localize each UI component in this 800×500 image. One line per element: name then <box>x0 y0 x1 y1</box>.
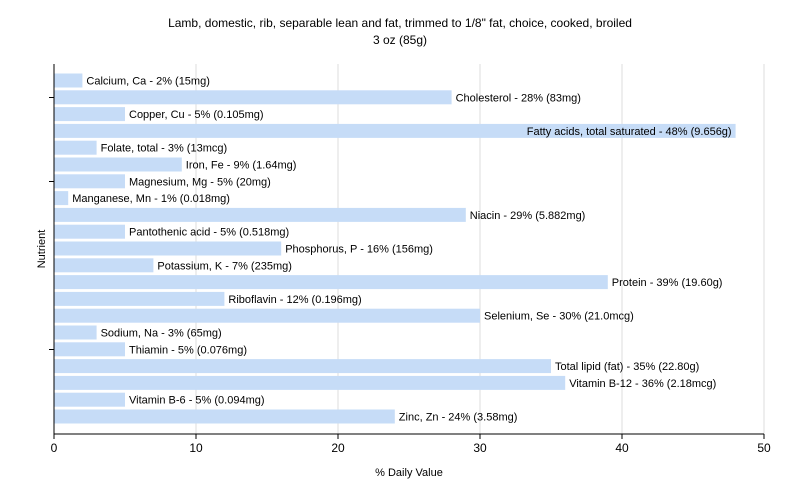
bar-label: Riboflavin - 12% (0.196mg) <box>228 294 361 306</box>
bar-label: Vitamin B-6 - 5% (0.094mg) <box>129 395 265 407</box>
bar-label: Iron, Fe - 9% (1.64mg) <box>186 160 297 172</box>
bar-label: Potassium, K - 7% (235mg) <box>157 260 292 272</box>
bar <box>54 73 83 88</box>
bar <box>54 224 125 239</box>
bar <box>54 174 125 189</box>
bar <box>54 375 566 390</box>
bar-label: Manganese, Mn - 1% (0.018mg) <box>72 193 230 205</box>
bar-label: Calcium, Ca - 2% (15mg) <box>86 76 209 88</box>
x-tick-label: 30 <box>473 441 487 455</box>
bar-label: Folate, total - 3% (13mcg) <box>101 143 228 155</box>
bar-label: Selenium, Se - 30% (21.0mcg) <box>484 311 634 323</box>
bar-label: Phosphorus, P - 16% (156mg) <box>285 244 433 256</box>
bar-label: Pantothenic acid - 5% (0.518mg) <box>129 227 289 239</box>
chart-title: Lamb, domestic, rib, separable lean and … <box>168 16 632 30</box>
bar <box>54 241 282 256</box>
x-tick-label: 50 <box>757 441 771 455</box>
bar <box>54 90 452 105</box>
y-axis-ticks <box>49 97 54 350</box>
x-axis-ticks: 0 10 20 30 40 50 <box>51 434 771 455</box>
bar-label: Protein - 39% (19.60g) <box>612 277 723 289</box>
bar-label: Magnesium, Mg - 5% (20mg) <box>129 176 271 188</box>
bars-group <box>54 73 736 424</box>
bar <box>54 275 608 290</box>
bar <box>54 107 125 122</box>
bar <box>54 308 480 323</box>
bar-label: Sodium, Na - 3% (65mg) <box>101 328 222 340</box>
bar <box>54 342 125 357</box>
bar <box>54 191 69 206</box>
bar-label: Niacin - 29% (5.882mg) <box>470 210 586 222</box>
bar-label: Fatty acids, total saturated - 48% (9.65… <box>527 126 732 138</box>
bar-label: Zinc, Zn - 24% (3.58mg) <box>399 412 518 424</box>
bar <box>54 123 736 138</box>
bar-label: Thiamin - 5% (0.076mg) <box>129 344 247 356</box>
x-tick-label: 20 <box>331 441 345 455</box>
bar <box>54 359 551 374</box>
bar-label: Copper, Cu - 5% (0.105mg) <box>129 109 264 121</box>
bar-label: Total lipid (fat) - 35% (22.80g) <box>555 361 699 373</box>
bar-label: Cholesterol - 28% (83mg) <box>456 92 581 104</box>
bar <box>54 258 154 273</box>
bar-label: Vitamin B-12 - 36% (2.18mcg) <box>569 378 716 390</box>
y-axis-label: Nutrient <box>36 230 48 269</box>
bar <box>54 325 97 340</box>
chart-subtitle: 3 oz (85g) <box>373 33 427 47</box>
x-tick-label: 10 <box>189 441 203 455</box>
bar <box>54 392 125 407</box>
bar <box>54 409 395 424</box>
x-axis-label: % Daily Value <box>375 467 443 479</box>
x-tick-label: 40 <box>615 441 629 455</box>
bar <box>54 140 97 155</box>
bar <box>54 207 466 222</box>
bar <box>54 157 182 172</box>
x-tick-label: 0 <box>51 441 58 455</box>
bar-labels-group: Calcium, Ca - 2% (15mg) Cholesterol - 28%… <box>72 76 731 424</box>
bar <box>54 291 225 306</box>
